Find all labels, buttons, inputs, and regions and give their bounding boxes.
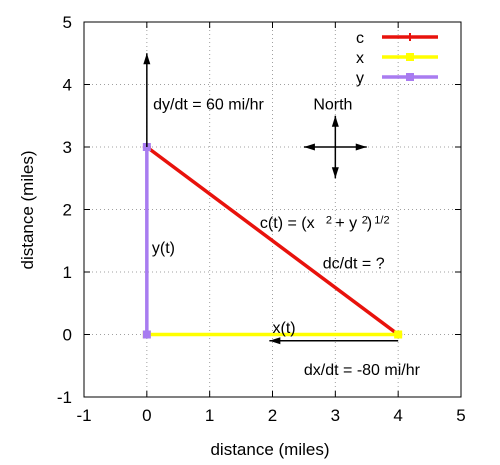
y-tick-label: 0 <box>63 326 72 345</box>
annotation-ct_close: ) <box>367 215 372 232</box>
data-point-x <box>394 330 403 339</box>
compass-east-arrow-head <box>355 143 367 151</box>
y-axis-title: distance (miles) <box>18 150 37 269</box>
legend-marker-c <box>406 33 414 41</box>
annotation-dcdt: dc/dt = ? <box>323 256 385 273</box>
annotation-ct_exp1: 2 <box>326 215 332 227</box>
legend-label-x: x <box>356 50 364 67</box>
x-tick-label: 2 <box>268 406 277 425</box>
x-tick-label: -1 <box>76 406 91 425</box>
x-tick-label: 1 <box>205 406 214 425</box>
legend-label-c: c <box>356 30 364 47</box>
legend: cxy <box>356 30 438 87</box>
compass-south-arrow <box>331 147 339 179</box>
annotation-dydt: dy/dt = 60 mi/hr <box>153 96 264 113</box>
y-tick-label: 1 <box>63 263 72 282</box>
annotation-ct_exp2: 2 <box>362 215 368 227</box>
y-tick-label: -1 <box>57 388 72 407</box>
y-tick-label: 2 <box>63 201 72 220</box>
annotation-ct_mid: + y <box>331 215 357 232</box>
dx-arrow-head <box>269 337 281 345</box>
data-point-y <box>142 330 151 339</box>
compass-west-arrow-head <box>303 143 315 151</box>
arrows <box>143 53 399 345</box>
annotation-dxdt: dx/dt = -80 mi/hr <box>304 362 421 379</box>
legend-label-y: y <box>356 70 364 87</box>
compass-west-arrow <box>303 143 336 151</box>
x-axis-title: distance (miles) <box>210 440 329 459</box>
series <box>142 143 403 339</box>
axis-ticks: -1 0 1 2 3 4 5 -1 0 1 2 3 4 5 <box>57 13 466 425</box>
compass-north-arrow-head <box>331 115 339 127</box>
series-y <box>142 143 151 339</box>
annotation-yt: y(t) <box>152 240 175 257</box>
y-tick-label: 5 <box>63 13 72 32</box>
legend-marker-x <box>406 53 414 61</box>
dx-arrow <box>269 337 399 345</box>
y-tick-label: 4 <box>63 76 72 95</box>
compass-north-arrow <box>331 115 339 147</box>
series-c <box>142 143 403 339</box>
x-tick-label: 4 <box>393 406 402 425</box>
annotation-north: North <box>313 96 352 113</box>
compass-south-arrow-head <box>331 167 339 179</box>
compass-east-arrow <box>335 143 367 151</box>
annotation-xt: x(t) <box>273 320 296 337</box>
x-tick-label: 3 <box>331 406 340 425</box>
annotation-ct_exp3: 1/2 <box>374 215 389 227</box>
series-line-c <box>145 145 400 336</box>
legend-marker-y <box>406 73 414 81</box>
x-tick-label: 5 <box>456 406 465 425</box>
x-tick-label: 0 <box>142 406 151 425</box>
dy-arrow <box>143 53 151 147</box>
y-tick-label: 3 <box>63 138 72 157</box>
dy-arrow-head <box>143 53 151 65</box>
annotation-ct_main: c(t) = (x <box>260 215 315 232</box>
